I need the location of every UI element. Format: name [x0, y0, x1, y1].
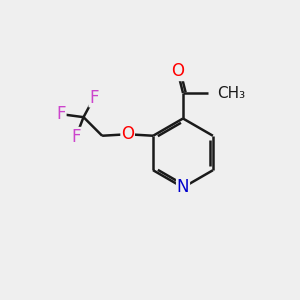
Text: O: O	[171, 62, 184, 80]
Text: F: F	[89, 88, 99, 106]
Text: F: F	[56, 105, 66, 123]
Text: O: O	[121, 125, 134, 143]
Text: F: F	[71, 128, 81, 146]
Text: N: N	[177, 178, 189, 196]
Text: CH₃: CH₃	[217, 85, 245, 100]
